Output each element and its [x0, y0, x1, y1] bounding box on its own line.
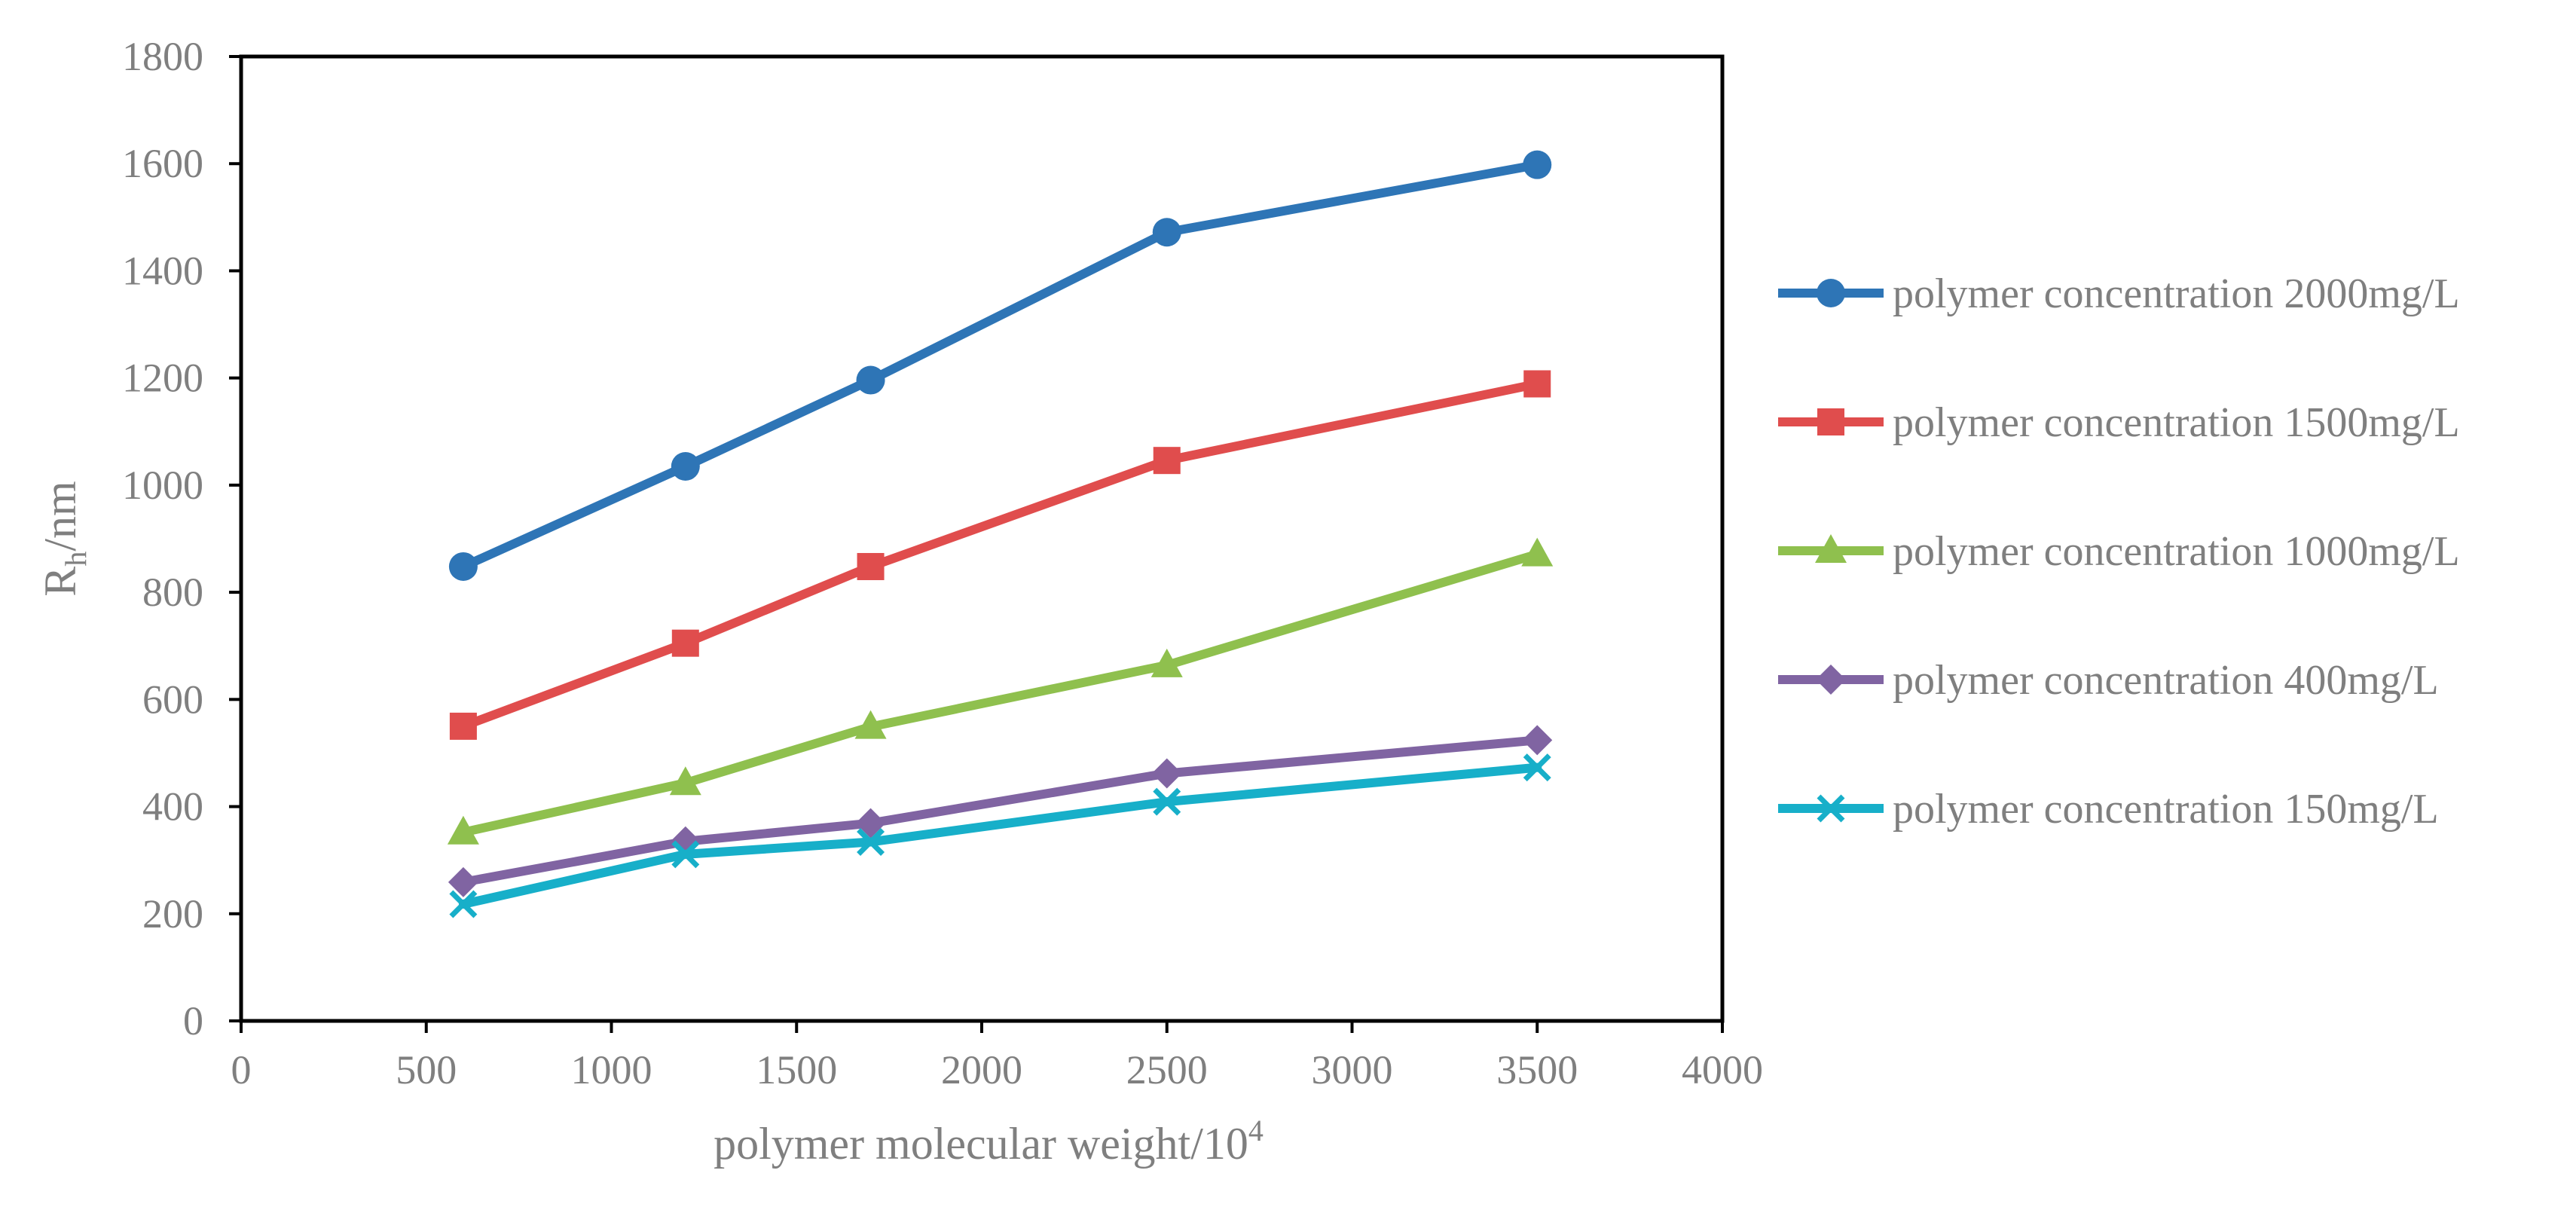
series-3 — [447, 537, 1554, 845]
series-1 — [448, 150, 1552, 581]
data-point — [856, 365, 885, 395]
x-axis-title: polymer molecular weight/104 — [714, 1114, 1264, 1169]
legend-swatch-marker — [1817, 794, 1845, 823]
y-axis-title: Rh/nm — [35, 481, 93, 596]
y-tick-label: 400 — [142, 784, 203, 830]
x-tick-label: 3000 — [1312, 1047, 1393, 1092]
data-point — [1523, 753, 1551, 782]
y-tick-label: 1000 — [122, 463, 203, 508]
x-tick-label: 1500 — [756, 1047, 837, 1092]
data-point — [1152, 218, 1181, 247]
y-axis-ticks: 0 200 400 600 800 1000 1200 1400 1600 1800 — [122, 34, 241, 1044]
y-tick-label: 600 — [142, 677, 203, 722]
x-axis-ticks: 0 500 1000 1500 2000 2500 3000 3500 4000 — [231, 1021, 1763, 1092]
data-point — [1522, 725, 1553, 756]
legend-swatch-marker — [1815, 534, 1847, 563]
data-point — [1523, 150, 1552, 179]
legend: polymer concentration 2000mg/L polymer co… — [1778, 270, 2460, 833]
x-tick-label: 3500 — [1496, 1047, 1578, 1092]
legend-label: polymer concentration 150mg/L — [1893, 786, 2439, 833]
data-point — [669, 766, 701, 796]
legend-label: polymer concentration 2000mg/L — [1893, 270, 2460, 317]
data-point — [671, 629, 699, 657]
y-tick-label: 0 — [183, 998, 203, 1044]
data-point — [448, 866, 478, 897]
data-point — [671, 452, 700, 481]
legend-swatch-marker — [1817, 408, 1844, 435]
x-tick-label: 0 — [231, 1047, 252, 1092]
data-point-stroke — [671, 840, 700, 869]
data-point-stroke — [1523, 753, 1551, 782]
y-axis-title-suffix: /nm — [35, 481, 85, 551]
x-axis-title-superscript: 4 — [1248, 1114, 1264, 1147]
data-point — [1151, 758, 1182, 789]
y-tick-label: 1200 — [122, 356, 203, 401]
data-point — [1153, 787, 1181, 816]
legend-label: polymer concentration 1500mg/L — [1893, 399, 2460, 446]
data-point — [1523, 370, 1551, 398]
data-point — [1150, 648, 1183, 677]
legend-item: polymer concentration 1500mg/L — [1778, 399, 2460, 446]
y-tick-label: 200 — [142, 891, 203, 937]
series-2 — [449, 370, 1551, 740]
legend-item: polymer concentration 400mg/L — [1778, 657, 2439, 704]
data-point — [449, 890, 478, 918]
data-point-stroke — [857, 828, 885, 856]
data-point — [857, 828, 885, 856]
data-point — [671, 840, 700, 869]
data-point-stroke — [449, 890, 478, 918]
data-point-stroke — [1153, 787, 1181, 816]
legend-item: polymer concentration 1000mg/L — [1778, 528, 2460, 575]
y-tick-label: 1600 — [122, 141, 203, 186]
x-tick-label: 1000 — [571, 1047, 652, 1092]
y-tick-label: 1400 — [122, 248, 203, 293]
x-axis-title-text: polymer molecular weight/10 — [714, 1119, 1248, 1169]
legend-label: polymer concentration 1000mg/L — [1893, 528, 2460, 575]
x-tick-label: 2000 — [941, 1047, 1022, 1092]
data-point — [1153, 447, 1181, 475]
y-axis-title-text: R — [35, 567, 85, 597]
legend-label: polymer concentration 400mg/L — [1893, 657, 2439, 704]
y-tick-label: 1800 — [122, 34, 203, 79]
data-point — [1521, 537, 1554, 567]
x-tick-label: 4000 — [1682, 1047, 1763, 1092]
x-tick-label: 2500 — [1126, 1047, 1208, 1092]
legend-swatch-marker — [1817, 279, 1845, 307]
y-axis-title-subscript: h — [59, 552, 93, 567]
data-point — [854, 710, 887, 739]
series-layer — [447, 150, 1554, 918]
x-tick-label: 500 — [396, 1047, 457, 1092]
data-point — [857, 552, 885, 580]
data-point — [447, 815, 479, 845]
series-5 — [449, 753, 1551, 918]
legend-swatch-marker — [1816, 665, 1846, 695]
y-tick-label: 800 — [142, 570, 203, 615]
legend-swatch-marker-stroke — [1817, 794, 1845, 823]
legend-item: polymer concentration 2000mg/L — [1778, 270, 2460, 317]
legend-item: polymer concentration 150mg/L — [1778, 786, 2439, 833]
data-point — [448, 552, 478, 581]
data-point — [449, 712, 477, 740]
